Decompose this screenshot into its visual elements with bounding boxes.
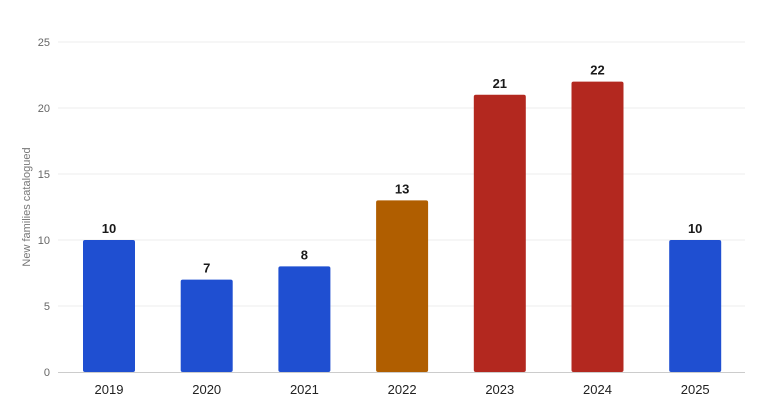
y-tick-label: 10 — [38, 235, 50, 247]
value-labels: 10 7 8 13 21 22 10 — [102, 63, 703, 276]
bar-2020 — [180, 279, 233, 372]
value-label-2019: 10 — [102, 221, 116, 236]
x-tick-label-2025: 2025 — [681, 382, 710, 397]
y-tick-label: 5 — [44, 301, 50, 313]
gridlines — [58, 41, 745, 307]
x-tick-label-2019: 2019 — [95, 382, 124, 397]
y-axis-title: New families catalogued — [21, 147, 33, 266]
bar-2023 — [473, 94, 526, 373]
bar-2019 — [83, 240, 135, 372]
value-label-2025: 10 — [688, 221, 702, 236]
bar-2022 — [376, 200, 429, 372]
y-tick-label: 20 — [38, 103, 50, 115]
bars — [83, 81, 722, 373]
bar-2024 — [571, 81, 624, 372]
bar-2021 — [278, 266, 331, 372]
bar-2025 — [669, 240, 722, 372]
x-tick-label-2020: 2020 — [192, 382, 221, 397]
x-tick-label-2024: 2024 — [583, 382, 612, 397]
y-tick-label: 25 — [38, 37, 50, 49]
value-label-2023: 21 — [493, 76, 507, 91]
x-tick-label-2022: 2022 — [388, 382, 417, 397]
y-tick-label: 15 — [38, 169, 50, 181]
value-label-2021: 8 — [301, 247, 308, 262]
x-tick-label-2023: 2023 — [485, 382, 514, 397]
y-axis-ticks: 0 5 10 15 20 25 — [38, 37, 50, 379]
y-tick-label: 0 — [44, 367, 50, 379]
x-tick-label-2021: 2021 — [290, 382, 319, 397]
x-axis-ticks: 2019 2020 2021 2022 2023 2024 2025 — [95, 382, 710, 397]
value-label-2022: 13 — [395, 181, 409, 196]
value-label-2020: 7 — [203, 261, 210, 276]
value-label-2024: 22 — [590, 63, 604, 78]
